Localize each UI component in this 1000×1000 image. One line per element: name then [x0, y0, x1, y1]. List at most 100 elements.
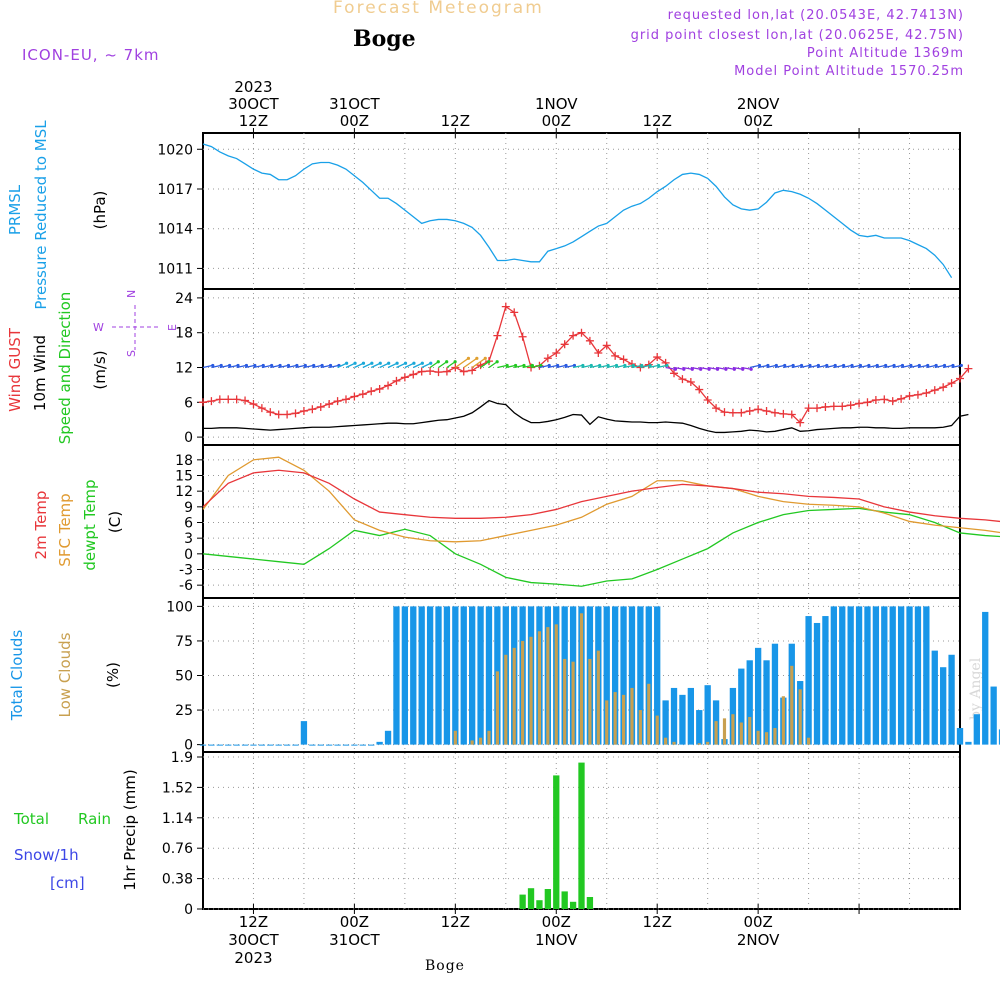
wind-direction-arrow	[665, 366, 676, 370]
wind-gust-marker	[392, 376, 401, 385]
wind-direction-arrow	[640, 364, 651, 369]
wind-direction-arrow	[337, 362, 347, 369]
x-axis-bottom-label: 12Z	[239, 913, 268, 931]
wind-direction-arrowhead	[640, 363, 644, 368]
total-cloud-bar	[822, 616, 829, 745]
wind-gust-marker	[257, 404, 266, 413]
wind-direction-arrowhead	[453, 360, 457, 364]
wind-gust-marker	[400, 373, 409, 382]
wind-direction-arrow	[943, 364, 954, 369]
wind-direction-arrow	[631, 364, 642, 369]
y-tick-label: 0.76	[162, 841, 193, 857]
y-tick-label: 0	[184, 738, 193, 754]
total-cloud-bar	[855, 606, 863, 745]
wind-direction-arrow	[572, 364, 584, 369]
wind-direction-arrowhead	[361, 361, 366, 365]
wind-gust-marker	[594, 349, 603, 357]
low-cloud-bar	[453, 730, 457, 745]
wind-gust-marker	[956, 374, 964, 383]
wind-direction-arrow	[766, 364, 777, 369]
wind-direction-arrowhead	[445, 360, 449, 364]
total-cloud-bar	[940, 667, 947, 745]
point-altitude: Point Altitude 1369m	[806, 46, 964, 61]
wind-direction-arrow	[219, 364, 230, 369]
wind-gust-marker	[232, 395, 241, 404]
wind-direction-arrow	[732, 366, 743, 370]
label-snow: Snow/1h	[14, 846, 79, 864]
wind-gust-marker	[291, 409, 300, 418]
y-tick-label: 1014	[157, 222, 193, 238]
x-axis-bottom-label: 31OCT	[329, 931, 380, 949]
wind-direction-arrowhead	[606, 363, 610, 368]
y-tick-label: 18	[175, 453, 193, 469]
total-cloud-bar	[460, 606, 467, 745]
wind-direction-arrow	[623, 364, 634, 369]
y-tick-label: 0.38	[162, 872, 193, 888]
wind-direction-arrowhead	[378, 361, 382, 365]
wind-direction-arrow	[850, 364, 861, 369]
wind-direction-arrow	[253, 364, 264, 369]
wind-gust-marker	[560, 340, 569, 349]
wind-direction-arrowhead	[665, 363, 669, 368]
y-tick-label: 6	[184, 395, 193, 411]
total-cloud-bar	[317, 744, 324, 746]
wind-gust-marker	[434, 368, 443, 377]
footer-location: Boge	[425, 958, 465, 974]
low-cloud-bar	[512, 647, 516, 745]
total-cloud-bar	[990, 686, 997, 745]
low-cloud-bar	[722, 718, 727, 745]
wind-direction-arrow	[606, 364, 617, 369]
total-cloud-bar	[973, 714, 980, 745]
x-axis-bottom-label: 12Z	[643, 913, 672, 931]
wind-gust-marker	[283, 410, 292, 419]
total-cloud-bar	[965, 741, 972, 745]
y-tick-label: 9	[184, 500, 193, 516]
y-tick-label: 1020	[157, 142, 193, 158]
wind-gust-marker	[266, 408, 275, 417]
wind-direction-arrow	[867, 364, 878, 369]
total-cloud-bar	[805, 616, 812, 745]
wind-direction-arrowhead	[303, 363, 307, 368]
wind-direction-arrow	[615, 364, 626, 369]
y-tick-label: 75	[175, 634, 193, 650]
y-tick-label: 1.14	[162, 811, 193, 827]
wind-direction-arrowhead	[774, 363, 778, 368]
wind-gust-marker	[224, 395, 233, 404]
compass-n: N	[125, 290, 138, 298]
total-cloud-bar	[645, 606, 652, 745]
wind-gust-marker	[913, 390, 922, 399]
wind-direction-arrow	[244, 364, 255, 369]
wind-direction-arrowhead	[487, 360, 491, 364]
wind-gust-marker	[417, 367, 426, 376]
wind-gust-marker	[880, 395, 889, 404]
wind-direction-arrowhead	[858, 363, 863, 368]
label-low-clouds: Low Clouds	[56, 632, 74, 717]
wind-gust-marker	[855, 399, 864, 408]
y-tick-label: 1011	[157, 261, 193, 277]
total-cloud-bar	[830, 606, 837, 745]
wind-gust-marker	[510, 308, 519, 317]
wind-direction-arrow	[800, 364, 811, 369]
wind-direction-arrow	[783, 364, 794, 369]
wind-direction-arrowhead	[312, 363, 316, 368]
compass-w: W	[93, 321, 104, 334]
wind-direction-arrowhead	[917, 363, 921, 368]
compass-s: S	[125, 350, 138, 357]
wind-direction-arrowhead	[395, 361, 399, 365]
y-tick-label: 12	[175, 484, 193, 500]
wind-direction-arrow	[892, 364, 903, 369]
wind-gust-marker	[207, 397, 216, 406]
wind-direction-arrow	[228, 364, 239, 369]
wind-direction-arrow	[312, 364, 323, 369]
wind-direction-arrowhead	[353, 361, 357, 365]
y-tick-label: 3	[184, 531, 193, 547]
y-tick-label: -6	[179, 578, 193, 594]
wind-direction-arrowhead	[808, 363, 812, 368]
model-altitude: Model Point Altitude 1570.25m	[734, 64, 964, 79]
total-cloud-bar	[931, 650, 938, 745]
low-cloud-bar	[596, 650, 600, 745]
y-tick-label: 0	[184, 547, 193, 563]
wind-direction-arrowhead	[959, 363, 963, 368]
total-cloud-bar	[839, 606, 846, 745]
wind-gust-marker	[426, 366, 435, 375]
